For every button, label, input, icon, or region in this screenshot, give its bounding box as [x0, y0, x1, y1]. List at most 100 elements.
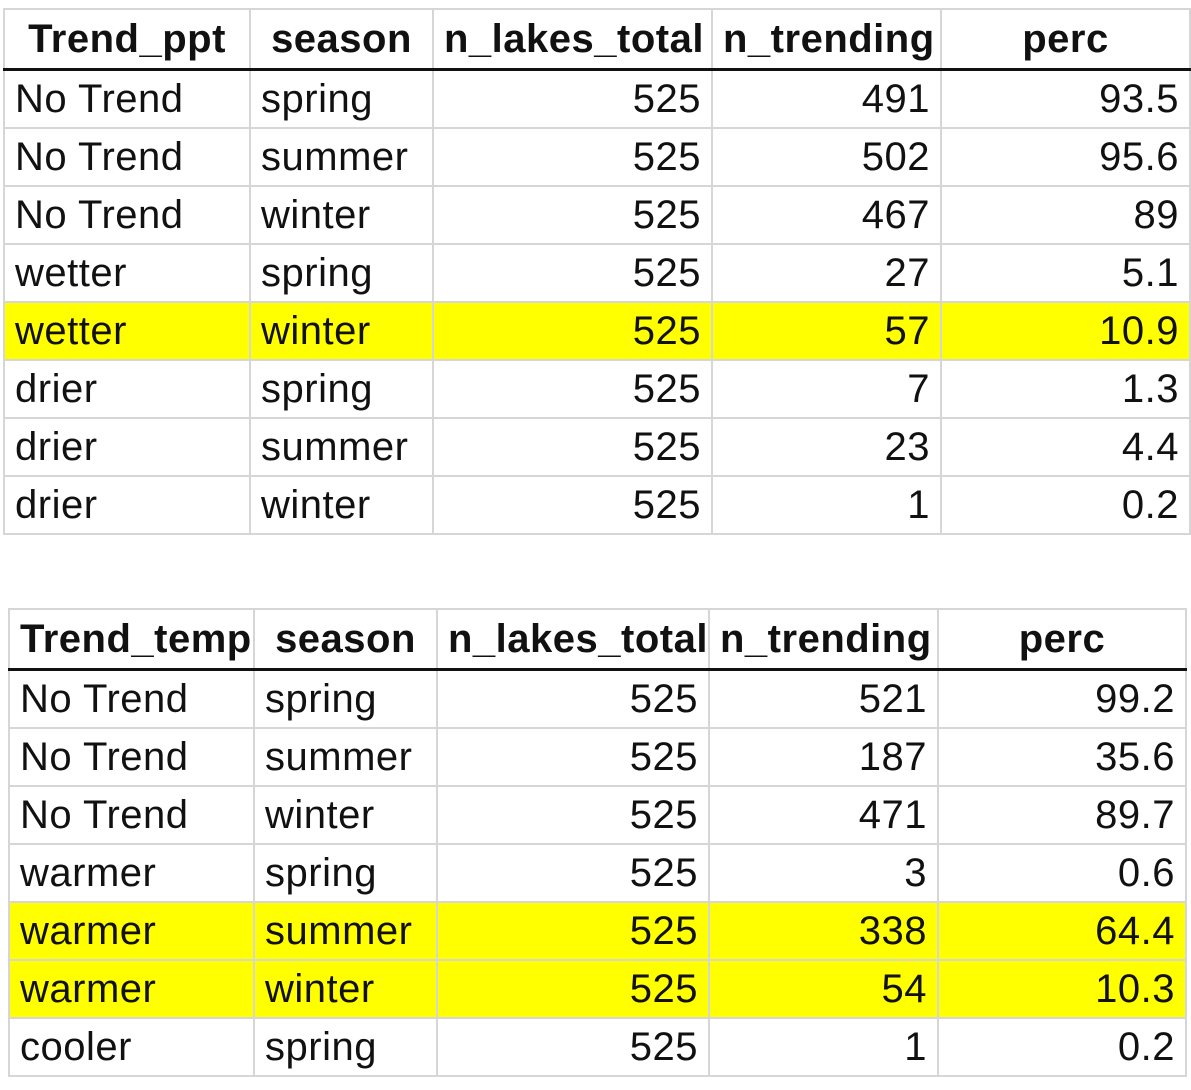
- col-header-n-trending: n_trending: [711, 8, 942, 71]
- cell-n-trending: 3: [708, 843, 939, 903]
- cell-season: summer: [249, 127, 434, 187]
- cell-season: spring: [249, 359, 434, 419]
- cell-n-trending: 1: [711, 475, 942, 535]
- cell-season: summer: [253, 901, 438, 961]
- cell-n-trending: 1: [708, 1017, 939, 1077]
- cell-n-lakes-total: 525: [432, 359, 713, 419]
- cell-perc: 89: [940, 185, 1191, 245]
- cell-n-trending: 187: [708, 727, 939, 787]
- cell-perc: 35.6: [937, 727, 1187, 787]
- table-row: No Trend spring 525 491 93.5: [3, 68, 1191, 129]
- cell-n-trending: 502: [711, 127, 942, 187]
- cell-trend: drier: [3, 475, 251, 535]
- cell-trend: warmer: [8, 901, 255, 961]
- table-row: drier winter 525 1 0.2: [3, 475, 1191, 535]
- cell-n-trending: 491: [711, 68, 942, 129]
- cell-n-trending: 467: [711, 185, 942, 245]
- cell-perc: 95.6: [940, 127, 1191, 187]
- cell-n-lakes-total: 525: [436, 901, 710, 961]
- table-body: No Trend spring 525 491 93.5 No Trend summer 52…: [3, 68, 1191, 535]
- cell-season: summer: [249, 417, 434, 477]
- cell-n-lakes-total: 525: [436, 785, 710, 845]
- cell-perc: 0.2: [937, 1017, 1187, 1077]
- cell-n-trending: 23: [711, 417, 942, 477]
- table-row: No Trend summer 525 187 35.6: [8, 727, 1187, 787]
- cell-n-trending: 521: [708, 668, 939, 729]
- col-header-trend: Trend_ppt: [3, 8, 251, 71]
- cell-n-lakes-total: 525: [432, 68, 713, 129]
- cell-perc: 89.7: [937, 785, 1187, 845]
- cell-trend: wetter: [3, 301, 251, 361]
- table-row: No Trend winter 525 467 89: [3, 185, 1191, 245]
- cell-n-trending: 338: [708, 901, 939, 961]
- cell-n-trending: 7: [711, 359, 942, 419]
- col-header-perc: perc: [940, 8, 1191, 71]
- table-row: warmer summer 525 338 64.4: [8, 901, 1187, 961]
- cell-perc: 1.3: [940, 359, 1191, 419]
- cell-season: spring: [249, 68, 434, 129]
- table-row: wetter spring 525 27 5.1: [3, 243, 1191, 303]
- header-row: Trend_temp season n_lakes_total n_trendi…: [8, 608, 1187, 671]
- table-row: No Trend winter 525 471 89.7: [8, 785, 1187, 845]
- cell-n-trending: 57: [711, 301, 942, 361]
- cell-season: winter: [249, 185, 434, 245]
- cell-n-lakes-total: 525: [436, 668, 710, 729]
- table-row: cooler spring 525 1 0.2: [8, 1017, 1187, 1077]
- table-row: warmer spring 525 3 0.6: [8, 843, 1187, 903]
- cell-perc: 99.2: [937, 668, 1187, 729]
- cell-perc: 0.2: [940, 475, 1191, 535]
- cell-season: spring: [253, 668, 438, 729]
- table-row: No Trend spring 525 521 99.2: [8, 668, 1187, 729]
- table-body: No Trend spring 525 521 99.2 No Trend summer 52…: [8, 668, 1187, 1077]
- cell-n-trending: 27: [711, 243, 942, 303]
- col-header-trend: Trend_temp: [8, 608, 255, 671]
- cell-n-lakes-total: 525: [436, 959, 710, 1019]
- cell-n-lakes-total: 525: [436, 727, 710, 787]
- col-header-season: season: [249, 8, 434, 71]
- cell-perc: 10.9: [940, 301, 1191, 361]
- cell-perc: 93.5: [940, 68, 1191, 129]
- header-row: Trend_ppt season n_lakes_total n_trendin…: [3, 8, 1191, 71]
- cell-trend: warmer: [8, 959, 255, 1019]
- cell-perc: 0.6: [937, 843, 1187, 903]
- cell-season: winter: [253, 959, 438, 1019]
- table-row: drier summer 525 23 4.4: [3, 417, 1191, 477]
- cell-trend: No Trend: [8, 668, 255, 729]
- cell-trend: warmer: [8, 843, 255, 903]
- cell-perc: 10.3: [937, 959, 1187, 1019]
- cell-n-trending: 54: [708, 959, 939, 1019]
- cell-n-lakes-total: 525: [436, 1017, 710, 1077]
- table-row: No Trend summer 525 502 95.6: [3, 127, 1191, 187]
- cell-trend: No Trend: [3, 68, 251, 129]
- table-row: wetter winter 525 57 10.9: [3, 301, 1191, 361]
- cell-n-lakes-total: 525: [432, 301, 713, 361]
- cell-season: spring: [253, 843, 438, 903]
- cell-trend: cooler: [8, 1017, 255, 1077]
- cell-n-lakes-total: 525: [436, 843, 710, 903]
- cell-season: summer: [253, 727, 438, 787]
- cell-season: spring: [249, 243, 434, 303]
- cell-n-lakes-total: 525: [432, 243, 713, 303]
- cell-n-trending: 471: [708, 785, 939, 845]
- cell-perc: 64.4: [937, 901, 1187, 961]
- temperature-trend-table: Trend_temp season n_lakes_total n_trendi…: [8, 608, 1187, 1077]
- cell-season: spring: [253, 1017, 438, 1077]
- precipitation-trend-table: Trend_ppt season n_lakes_total n_trendin…: [3, 8, 1191, 535]
- table-row: drier spring 525 7 1.3: [3, 359, 1191, 419]
- cell-trend: No Trend: [8, 785, 255, 845]
- col-header-n-trending: n_trending: [708, 608, 939, 671]
- cell-trend: drier: [3, 417, 251, 477]
- cell-n-lakes-total: 525: [432, 185, 713, 245]
- cell-n-lakes-total: 525: [432, 127, 713, 187]
- cell-perc: 4.4: [940, 417, 1191, 477]
- cell-season: winter: [249, 475, 434, 535]
- cell-n-lakes-total: 525: [432, 475, 713, 535]
- cell-trend: drier: [3, 359, 251, 419]
- cell-trend: No Trend: [8, 727, 255, 787]
- cell-perc: 5.1: [940, 243, 1191, 303]
- cell-season: winter: [249, 301, 434, 361]
- cell-trend: No Trend: [3, 185, 251, 245]
- table-row: warmer winter 525 54 10.3: [8, 959, 1187, 1019]
- cell-trend: wetter: [3, 243, 251, 303]
- col-header-n-lakes-total: n_lakes_total: [432, 8, 713, 71]
